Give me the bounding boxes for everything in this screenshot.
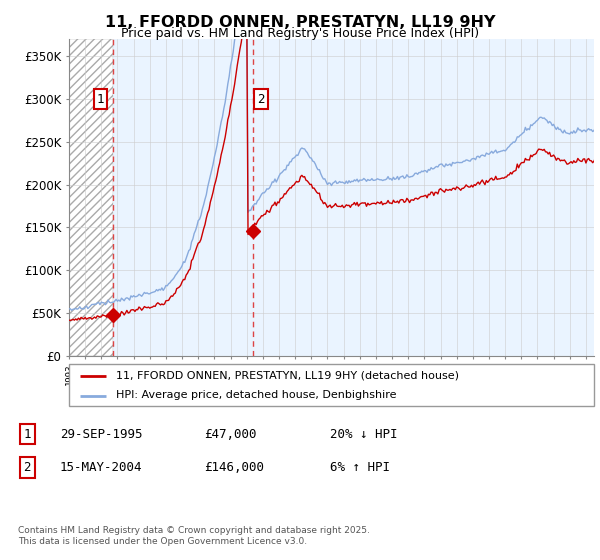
Text: 11, FFORDD ONNEN, PRESTATYN, LL19 9HY: 11, FFORDD ONNEN, PRESTATYN, LL19 9HY	[105, 15, 495, 30]
Text: £47,000: £47,000	[204, 427, 257, 441]
Text: 1: 1	[23, 427, 31, 441]
Text: HPI: Average price, detached house, Denbighshire: HPI: Average price, detached house, Denb…	[116, 390, 397, 400]
Text: 15-MAY-2004: 15-MAY-2004	[60, 461, 143, 474]
Text: £146,000: £146,000	[204, 461, 264, 474]
Text: 11, FFORDD ONNEN, PRESTATYN, LL19 9HY (detached house): 11, FFORDD ONNEN, PRESTATYN, LL19 9HY (d…	[116, 371, 459, 381]
FancyBboxPatch shape	[69, 364, 594, 406]
Text: 2: 2	[23, 461, 31, 474]
Text: 29-SEP-1995: 29-SEP-1995	[60, 427, 143, 441]
Text: 6% ↑ HPI: 6% ↑ HPI	[330, 461, 390, 474]
Bar	[69, 39, 113, 356]
Text: Contains HM Land Registry data © Crown copyright and database right 2025.
This d: Contains HM Land Registry data © Crown c…	[18, 526, 370, 546]
Text: Price paid vs. HM Land Registry's House Price Index (HPI): Price paid vs. HM Land Registry's House …	[121, 27, 479, 40]
Text: 20% ↓ HPI: 20% ↓ HPI	[330, 427, 398, 441]
Text: 1: 1	[97, 92, 104, 105]
Text: 2: 2	[257, 92, 265, 105]
Bar	[113, 39, 594, 356]
